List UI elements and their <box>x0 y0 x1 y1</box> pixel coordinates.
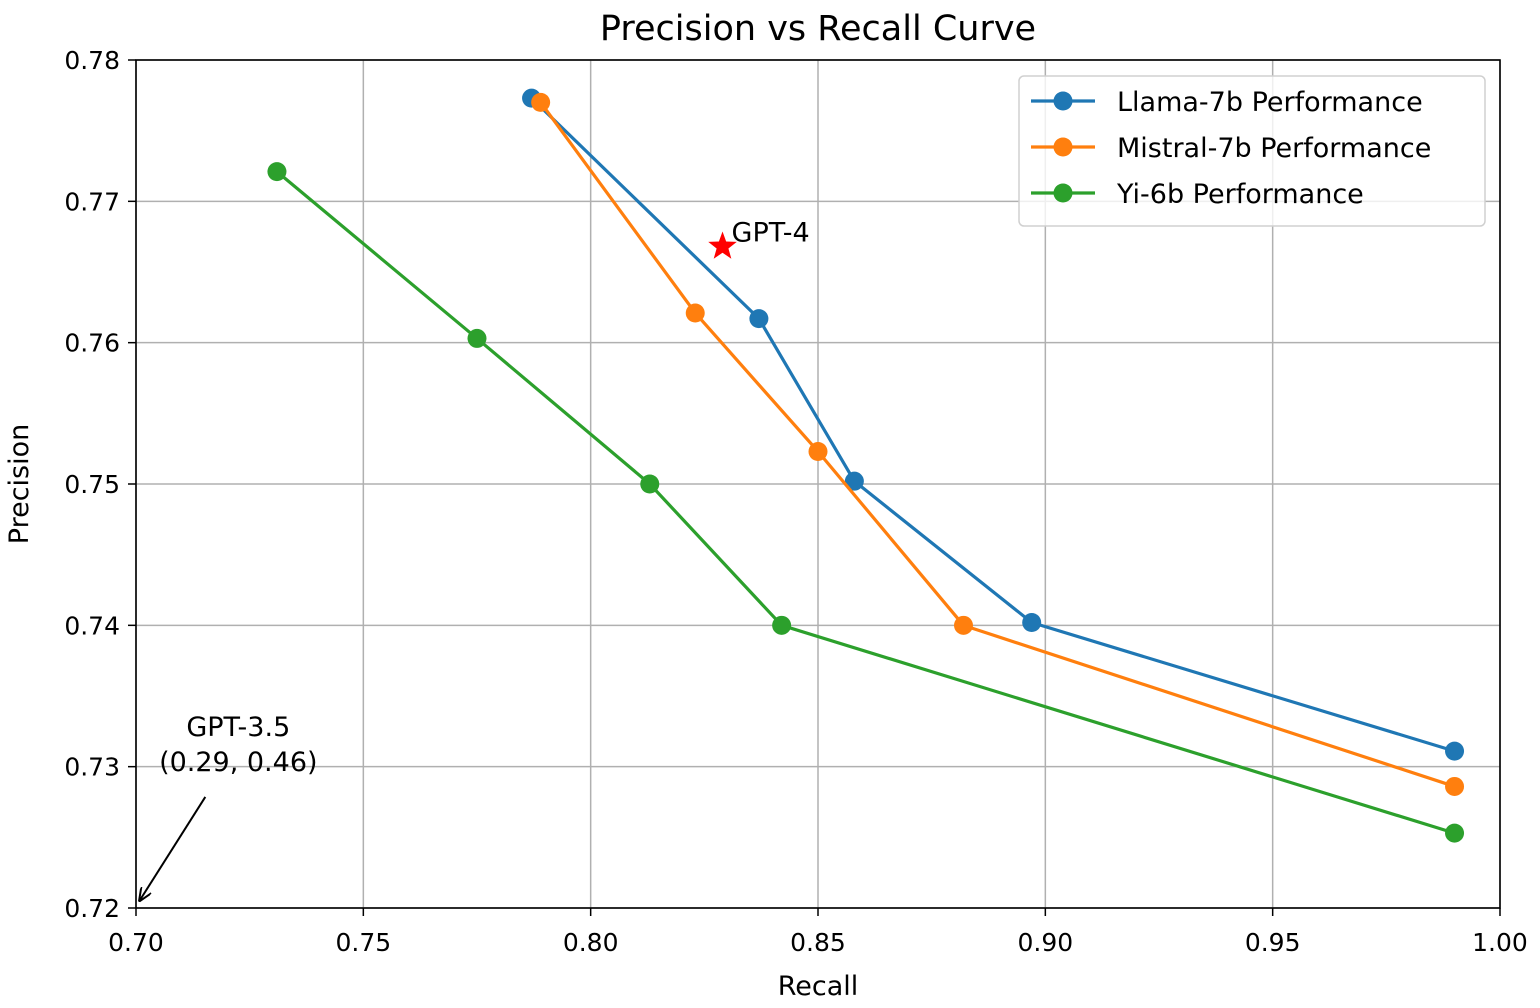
x-tick-label: 0.85 <box>790 928 846 957</box>
legend-entry-label: Yi-6b Performance <box>1116 179 1364 210</box>
y-tick-label: 0.72 <box>64 894 120 923</box>
x-tick-label: 0.95 <box>1245 928 1301 957</box>
chart-title: Precision vs Recall Curve <box>600 9 1036 49</box>
series-point <box>685 303 705 323</box>
tick-layer: 0.70 0.75 0.80 0.85 0.90 0.95 1.00 0.72 0.73 0.74… <box>64 46 1528 957</box>
series-point <box>953 615 973 635</box>
series-point <box>808 441 828 461</box>
x-tick-label: 0.90 <box>1017 928 1073 957</box>
legend-entry-label: Llama-7b Performance <box>1117 87 1423 118</box>
series-point <box>844 471 864 491</box>
series-point <box>467 328 487 348</box>
series-point <box>1445 776 1465 796</box>
legend: Llama-7b Performance Mistral-7b Performan… <box>1018 75 1486 227</box>
y-tick-label: 0.77 <box>64 187 120 216</box>
annotation-text: GPT-3.5 <box>186 712 290 743</box>
x-tick-label: 0.75 <box>335 928 391 957</box>
annotation-text: (0.29, 0.46) <box>159 747 317 778</box>
y-tick-label: 0.76 <box>64 329 120 358</box>
x-axis-label: Recall <box>778 971 859 1002</box>
legend-entry-label: Mistral-7b Performance <box>1117 133 1431 164</box>
series-point <box>531 92 551 112</box>
series-point <box>1445 741 1465 761</box>
annotation-layer: GPT-3.5 (0.29, 0.46) <box>140 712 318 900</box>
series-point <box>772 615 792 635</box>
y-tick-label: 0.74 <box>64 611 120 640</box>
series-line <box>275 170 1456 835</box>
star-point-label: GPT-4 <box>732 218 810 249</box>
y-tick-label: 0.73 <box>64 753 120 782</box>
legend-marker <box>1053 91 1073 111</box>
series-point <box>1445 823 1465 843</box>
series-2 <box>267 162 1465 843</box>
series-point <box>640 474 660 494</box>
x-tick-label: 0.70 <box>108 928 164 957</box>
star-point <box>708 231 737 259</box>
series-layer <box>267 88 1465 843</box>
series-1 <box>531 92 1465 796</box>
special-points-layer: GPT-4 <box>708 218 810 259</box>
x-tick-label: 0.80 <box>563 928 619 957</box>
legend-marker <box>1053 137 1073 157</box>
y-axis-label: Precision <box>4 424 35 544</box>
x-tick-label: 1.00 <box>1472 928 1528 957</box>
series-point <box>1022 613 1042 633</box>
series-point <box>749 309 769 329</box>
y-tick-label: 0.78 <box>64 46 120 75</box>
y-tick-label: 0.75 <box>64 470 120 499</box>
legend-marker <box>1053 183 1073 203</box>
annotation-arrow <box>140 796 207 900</box>
legend-box <box>1018 75 1486 227</box>
series-point <box>267 162 287 182</box>
